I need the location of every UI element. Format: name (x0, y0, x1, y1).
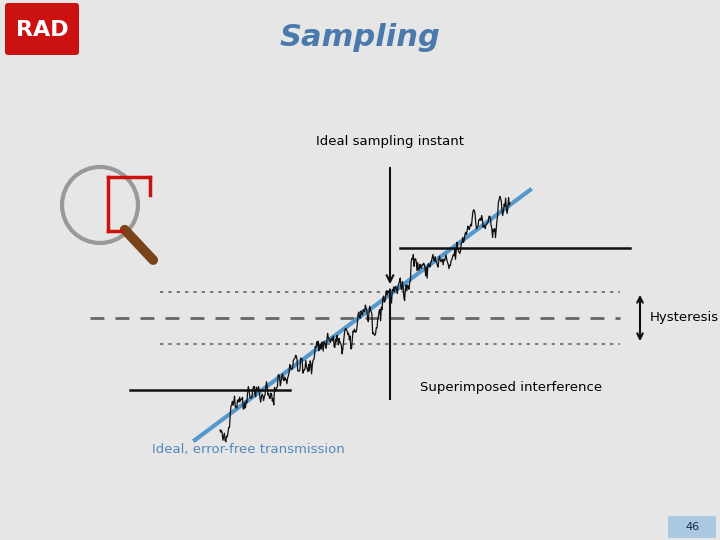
Text: Ideal sampling instant: Ideal sampling instant (316, 135, 464, 148)
Text: RAD: RAD (16, 20, 68, 40)
FancyBboxPatch shape (668, 516, 716, 538)
Text: Sampling: Sampling (279, 24, 441, 52)
Text: Ideal, error-free transmission: Ideal, error-free transmission (152, 443, 344, 456)
FancyBboxPatch shape (5, 3, 79, 55)
Text: Hysteresis: Hysteresis (650, 312, 719, 325)
Text: 46: 46 (685, 522, 699, 532)
Text: Superimposed interference: Superimposed interference (420, 381, 602, 395)
